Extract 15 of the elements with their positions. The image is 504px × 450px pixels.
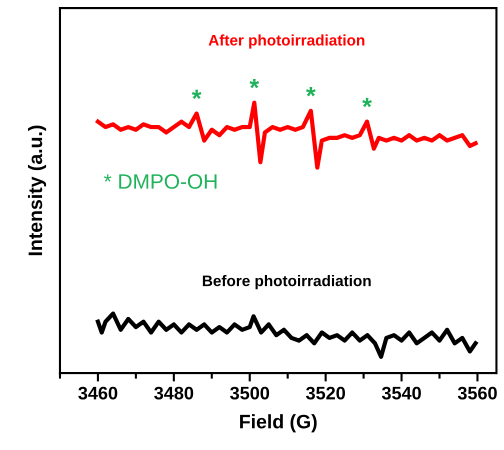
x-tick-label: 3500 <box>230 386 270 400</box>
text: Before photoirradiation <box>202 275 371 290</box>
annotation: * <box>250 78 260 88</box>
annotation: * <box>306 87 316 96</box>
annotation: * DMPO-OH <box>104 174 217 189</box>
x-tick-label: 3520 <box>306 386 345 400</box>
x-tick-label: 3480 <box>154 386 194 400</box>
x-tick-label: 3560 <box>458 386 497 400</box>
y-axis-title: Intensity (a.u.) <box>28 126 46 256</box>
x-axis-title: Field (G) <box>240 414 317 432</box>
text: After photoirradiation <box>208 34 364 49</box>
annotation: * <box>192 90 202 100</box>
x-tick-label: 3460 <box>78 386 118 400</box>
annotation: * <box>362 98 372 108</box>
x-tick-label: 3540 <box>382 386 421 400</box>
